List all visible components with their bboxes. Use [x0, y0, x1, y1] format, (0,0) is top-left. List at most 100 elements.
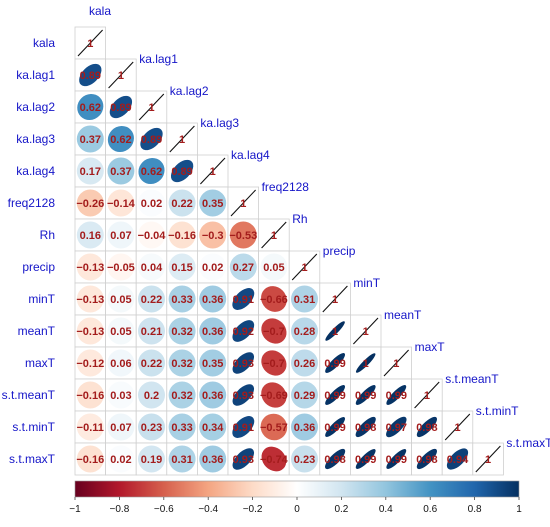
correlation-ellipse: [107, 125, 134, 153]
correlation-value: 0.98: [416, 422, 437, 434]
matrix-cell: 0.36: [196, 314, 229, 348]
correlation-value: 0.98: [355, 422, 376, 434]
correlation-ellipse: [232, 288, 255, 310]
correlation-value: 1: [454, 422, 460, 434]
correlation-ellipse: [229, 253, 257, 281]
correlation-ellipse: [138, 349, 165, 377]
matrix-cell: 0.37: [74, 122, 107, 156]
matrix-cell: 1: [258, 218, 290, 252]
matrix-cell: −0.12: [74, 346, 107, 380]
matrix-cell: 0.26: [288, 346, 321, 380]
matrix-cell: 0.33: [166, 282, 198, 316]
correlation-value: 0.35: [202, 358, 223, 370]
matrix-cell: −0.7: [258, 314, 290, 348]
colorbar-tick-label: −0.2: [243, 504, 263, 515]
matrix-cell: 0.36: [196, 442, 229, 476]
correlation-value: 0.07: [110, 230, 131, 242]
correlation-ellipse: [291, 445, 318, 473]
matrix-cell: −0.3: [196, 218, 229, 252]
correlation-value: 0.36: [202, 294, 223, 306]
correlation-value: 0.05: [110, 294, 131, 306]
column-label: s.t.meanT: [445, 372, 499, 386]
correlation-ellipse: [232, 352, 255, 374]
correlation-ellipse: [261, 318, 287, 344]
correlation-ellipse: [107, 189, 135, 217]
matrix-cell: 0.22: [135, 282, 168, 316]
correlation-ellipse: [324, 448, 346, 470]
correlation-value: 0.31: [294, 294, 315, 306]
correlation-value: −0.13: [76, 326, 104, 338]
matrix-cell: 0.93: [227, 442, 260, 476]
correlation-value: −0.74: [260, 454, 289, 466]
matrix-cell: 0.91: [227, 282, 260, 316]
correlation-value: 0.02: [202, 262, 223, 274]
row-label: maxT: [25, 356, 56, 370]
matrix-cell: 0.03: [105, 378, 137, 412]
matrix-cell: 0.36: [196, 378, 229, 412]
correlation-ellipse: [138, 413, 165, 441]
matrix-cell: 0.37: [105, 154, 137, 188]
matrix-cell: −0.74: [258, 442, 290, 476]
correlation-value: 0.27: [233, 262, 254, 274]
matrix-cell: 1: [227, 186, 260, 220]
row-label: kala: [33, 36, 55, 50]
correlation-value: 0.92: [233, 326, 254, 338]
correlation-value: −0.16: [76, 390, 104, 402]
correlation-ellipse: [261, 382, 287, 408]
matrix-cell: 1: [135, 90, 168, 124]
matrix-cell: 0.32: [166, 346, 198, 380]
correlation-value: −0.53: [229, 230, 257, 242]
correlation-ellipse: [168, 189, 196, 217]
correlation-value: 1: [179, 134, 185, 146]
correlation-value: 1: [485, 454, 491, 466]
correlation-value: 0.32: [171, 326, 192, 338]
correlation-ellipse: [232, 448, 255, 470]
row-label: s.t.meanT: [2, 388, 56, 402]
correlation-ellipse: [355, 449, 376, 469]
correlation-ellipse: [416, 416, 438, 438]
row-label: meanT: [18, 324, 56, 338]
correlation-ellipse: [76, 445, 104, 473]
matrix-cell: 0.98: [411, 410, 443, 444]
correlation-value: 0.36: [202, 454, 223, 466]
correlation-ellipse: [446, 448, 469, 470]
correlation-ellipse: [79, 63, 102, 87]
correlation-ellipse: [232, 384, 255, 406]
correlation-value: 1: [393, 358, 399, 370]
colorbar: −1 −0.8 −0.6 −0.4 −0.2 0 0.2 0.4 0.6 0.8 1: [69, 480, 522, 515]
row-label: freq2128: [8, 196, 56, 210]
correlation-ellipse: [355, 416, 376, 438]
correlation-value: −0.16: [168, 230, 196, 242]
colorbar-tick-label: −0.6: [154, 504, 174, 515]
correlation-value: 0.98: [416, 454, 437, 466]
row-label: Rh: [40, 228, 55, 242]
correlation-ellipse: [76, 221, 104, 249]
colorbar-tick-label: 0.6: [423, 504, 437, 515]
correlation-ellipse: [76, 285, 104, 313]
diagonal-line: [322, 285, 348, 313]
column-label: freq2128: [262, 180, 310, 194]
correlation-ellipse: [291, 413, 318, 441]
matrix-cell: 1: [319, 282, 351, 316]
correlation-ellipse: [170, 159, 194, 183]
correlation-ellipse: [168, 413, 196, 441]
correlation-ellipse: [168, 445, 196, 473]
correlation-ellipse: [76, 125, 104, 153]
diagonal-line: [138, 93, 165, 121]
matrix-cell: −0.66: [258, 282, 290, 316]
correlation-ellipse: [107, 253, 135, 281]
correlation-ellipse: [107, 221, 135, 249]
correlation-value: 0.19: [141, 454, 162, 466]
matrix-cell: 0.62: [135, 154, 168, 188]
correlation-ellipse: [107, 157, 135, 185]
diagonal-line: [169, 125, 195, 153]
matrix-cell: 1: [472, 442, 504, 476]
diagonal-line: [261, 221, 287, 249]
correlation-value: −0.16: [76, 454, 104, 466]
correlation-value: 1: [363, 358, 369, 370]
correlation-value: 0.05: [110, 326, 131, 338]
correlation-value: −0.7: [263, 326, 285, 338]
matrix-cell: 0.98: [349, 410, 382, 444]
matrix-cell: 0.99: [319, 378, 351, 412]
